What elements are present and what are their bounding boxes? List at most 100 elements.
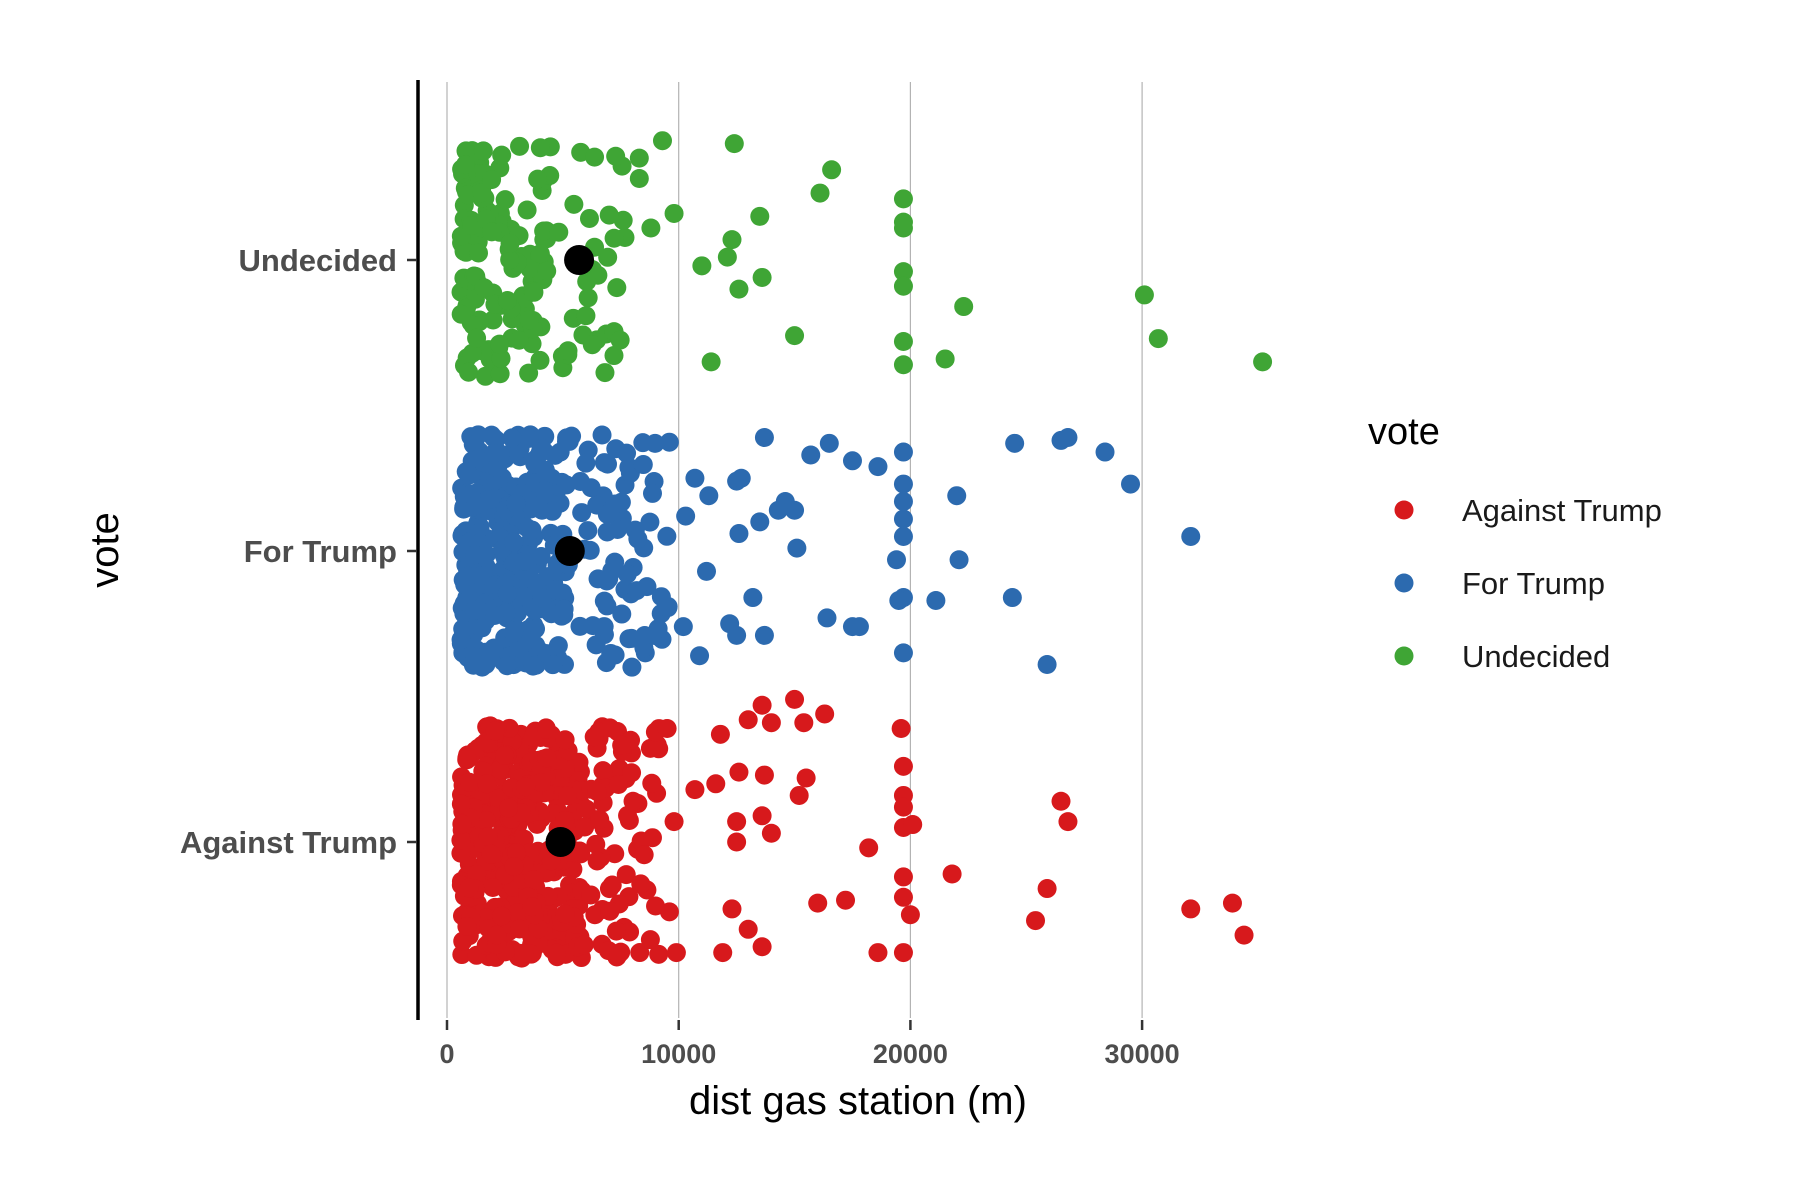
data-point: [524, 282, 544, 302]
data-point: [509, 330, 529, 350]
data-point: [606, 146, 626, 166]
legend-title: vote: [1368, 411, 1440, 453]
data-point: [482, 170, 502, 190]
x-tick-label: 0: [439, 1039, 454, 1069]
data-point: [893, 526, 913, 546]
data-point: [692, 256, 712, 276]
data-point: [604, 228, 624, 248]
data-point: [616, 865, 636, 885]
data-point: [457, 917, 477, 937]
data-point: [466, 495, 486, 515]
data-point: [579, 208, 599, 228]
data-point: [525, 496, 545, 516]
data-point: [587, 781, 607, 801]
data-point: [676, 506, 696, 526]
data-point: [819, 433, 839, 453]
data-point: [475, 366, 495, 386]
data-point: [849, 617, 869, 637]
data-point: [666, 943, 686, 963]
data-point: [947, 486, 967, 506]
data-point: [1181, 899, 1201, 919]
data-point: [484, 638, 504, 658]
data-point: [607, 519, 627, 539]
data-point: [893, 756, 913, 776]
data-point: [903, 815, 923, 835]
data-point: [492, 145, 512, 165]
data-point: [724, 134, 744, 154]
data-point: [465, 600, 485, 620]
data-point: [750, 206, 770, 226]
data-point: [500, 250, 520, 270]
data-point: [1222, 893, 1242, 913]
data-point: [522, 520, 542, 540]
data-point: [729, 762, 749, 782]
data-point: [523, 656, 543, 676]
data-point: [607, 278, 627, 298]
data-point: [509, 919, 529, 939]
data-point: [502, 428, 522, 448]
data-point: [729, 524, 749, 544]
data-point: [546, 580, 566, 600]
data-point: [500, 233, 520, 253]
data-point: [459, 362, 479, 382]
data-point: [598, 247, 618, 267]
data-point: [606, 921, 626, 941]
mean-markers: [545, 245, 595, 857]
axes: Against Trump For Trump Undecided 0 10000 200…: [180, 80, 1180, 1069]
data-point: [1002, 588, 1022, 608]
data-point: [595, 363, 615, 383]
data-point: [472, 183, 492, 203]
data-point: [642, 483, 662, 503]
data-point: [685, 780, 705, 800]
data-point: [530, 350, 550, 370]
data-point: [458, 185, 478, 205]
data-point: [504, 532, 524, 552]
data-point: [534, 481, 554, 501]
data-point: [717, 247, 737, 267]
data-point: [590, 810, 610, 830]
data-point: [477, 774, 497, 794]
data-point: [576, 453, 596, 473]
data-point: [893, 355, 913, 375]
x-tick-label: 20000: [873, 1039, 948, 1069]
data-point: [570, 841, 590, 861]
data-point: [513, 586, 533, 606]
legend-key: [1394, 500, 1414, 520]
data-point: [868, 457, 888, 477]
data-points: [451, 131, 1273, 968]
data-point: [519, 310, 539, 330]
data-point: [577, 271, 597, 291]
data-point: [592, 425, 612, 445]
data-point: [459, 878, 479, 898]
data-point: [942, 864, 962, 884]
data-point: [623, 791, 643, 811]
data-point: [949, 550, 969, 570]
data-point: [628, 529, 648, 549]
data-point: [893, 442, 913, 462]
data-point: [517, 200, 537, 220]
data-point: [729, 279, 749, 299]
data-point: [1037, 654, 1057, 674]
data-point: [612, 735, 632, 755]
data-point: [457, 748, 477, 768]
data-point: [815, 704, 835, 724]
data-point: [452, 814, 472, 834]
data-point: [534, 441, 554, 461]
data-point: [490, 364, 510, 384]
data-point: [651, 587, 671, 607]
data-point: [451, 843, 471, 863]
data-point: [584, 727, 604, 747]
data-point: [578, 521, 598, 541]
data-point: [456, 462, 476, 482]
data-point: [893, 218, 913, 238]
y-tick-label: Undecided: [239, 243, 397, 278]
data-point: [657, 526, 677, 546]
data-point: [713, 943, 733, 963]
data-point: [474, 278, 494, 298]
data-point: [555, 904, 575, 924]
data-point: [482, 222, 502, 242]
data-point: [600, 901, 620, 921]
data-point: [503, 623, 523, 643]
data-point: [1095, 442, 1115, 462]
data-point: [588, 569, 608, 589]
